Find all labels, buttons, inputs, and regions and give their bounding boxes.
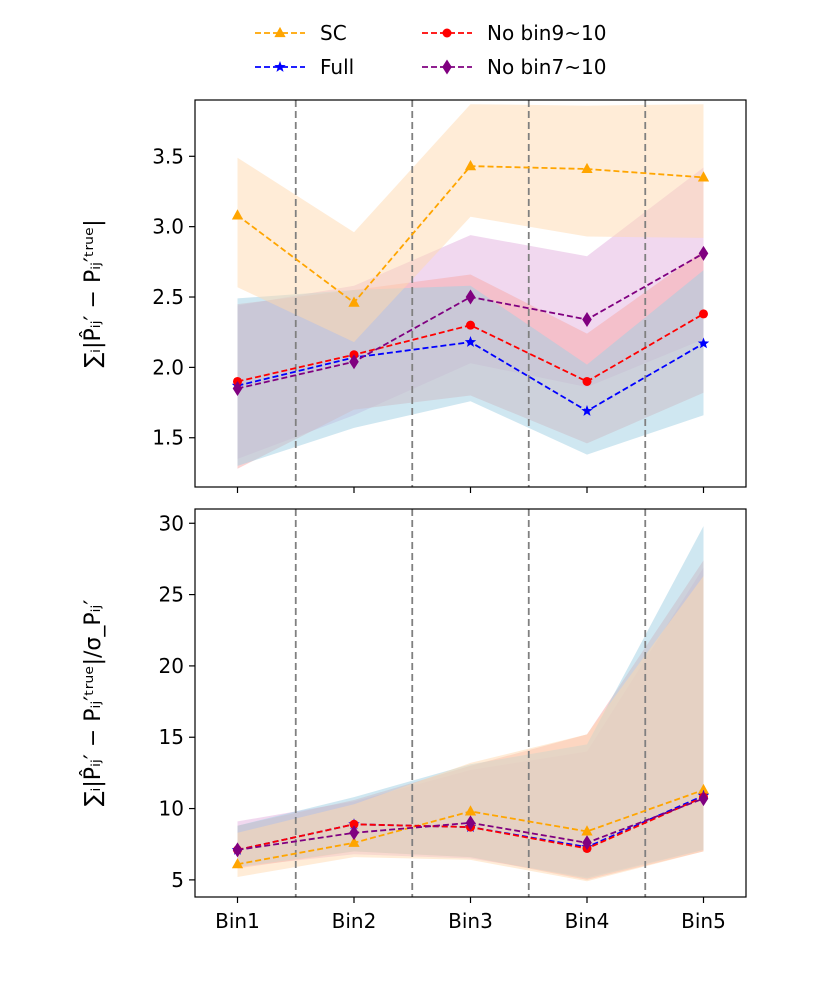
y-tick-label: 1.5 [152, 426, 184, 450]
data-point [464, 160, 477, 171]
data-point [581, 162, 593, 174]
legend-label: Full [320, 55, 354, 79]
data-point [581, 825, 593, 836]
data-point [466, 320, 475, 330]
x-tick-label: Bin4 [565, 909, 610, 933]
legend-marker [442, 59, 452, 75]
y-tick-label: 3.5 [152, 144, 184, 168]
data-point [582, 312, 592, 328]
legend-marker [442, 28, 452, 38]
x-tick-label: Bin5 [681, 909, 726, 933]
data-point [232, 380, 243, 396]
data-point [464, 336, 477, 347]
y-axis-label: ∑ᵢ|P̂ᵢⱼ′ − Pᵢⱼ′ᵗʳᵘᵉ| [80, 219, 106, 367]
data-point [348, 296, 360, 307]
data-point [349, 819, 359, 829]
data-point [232, 842, 243, 858]
data-point [465, 815, 476, 831]
legend-label: SC [320, 21, 347, 45]
legend-item: Full [255, 55, 354, 79]
data-point [698, 245, 709, 261]
data-point [699, 309, 708, 319]
data-point [582, 376, 592, 386]
y-tick-label: 5 [171, 868, 184, 892]
y-tick-label: 15 [159, 725, 184, 749]
data-point [349, 825, 359, 841]
legend-label: No bin7~10 [487, 55, 606, 79]
y-tick-label: 20 [159, 654, 184, 678]
chart-panel-2: 5 10 15 20 25 30 Bin1 Bin2 Bin3 Bin4 Bin5 ∑ᵢ|P̂ᵢⱼ′ … [80, 508, 747, 933]
y-tick-label: 10 [159, 797, 184, 821]
data-point [349, 354, 359, 370]
y-tick-label: 2.5 [152, 285, 184, 309]
data-point [231, 209, 244, 220]
data-point [348, 836, 360, 847]
plot-area [231, 509, 710, 897]
legend-marker [274, 26, 286, 38]
legend-item: SC [255, 21, 347, 45]
plot-area [231, 100, 710, 487]
y-axis-label: ∑ᵢ|P̂ᵢⱼ′ − Pᵢⱼ′ᵗʳᵘᵉ|/σ_Pᵢⱼ′ [80, 600, 106, 807]
data-point [697, 337, 710, 349]
y-tick-label: 25 [159, 583, 184, 607]
y-tick-label: 2.0 [152, 355, 184, 379]
legend: SC Full No bin9~10 No bin7~10 [255, 21, 606, 79]
x-tick-label: Bin3 [448, 909, 493, 933]
data-point [582, 835, 592, 851]
x-tick-label: Bin1 [215, 909, 260, 933]
legend-label: No bin9~10 [487, 21, 606, 45]
data-point [581, 405, 593, 416]
y-tick-label: 3.0 [152, 215, 184, 239]
y-tick-label: 30 [159, 511, 184, 535]
legend-item: No bin9~10 [422, 21, 606, 45]
chart-panel-1: 1.5 2.0 2.5 3.0 3.5 ∑ᵢ|P̂ᵢⱼ′ − Pᵢⱼ′ᵗʳᵘᵉ| [80, 99, 747, 493]
data-point [465, 289, 476, 305]
data-point [697, 171, 710, 182]
error-band [237, 576, 704, 882]
legend-item: No bin7~10 [422, 55, 606, 79]
x-tick-label: Bin2 [332, 909, 377, 933]
data-point [697, 783, 710, 795]
data-point [698, 791, 709, 807]
data-point [231, 858, 244, 869]
legend-marker [274, 61, 286, 72]
data-point [464, 805, 477, 816]
